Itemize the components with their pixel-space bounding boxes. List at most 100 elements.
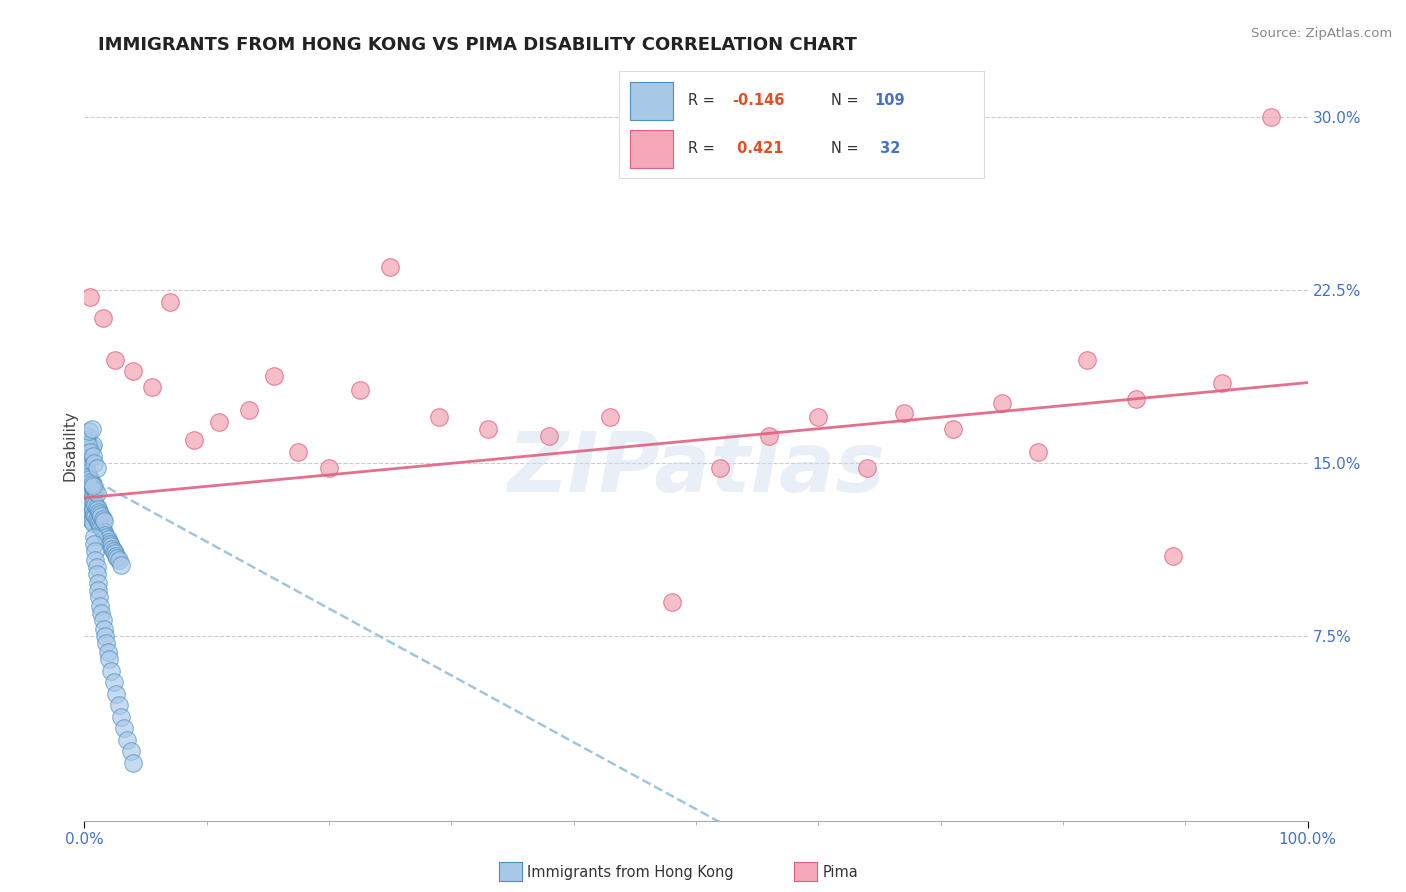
Point — [76, 466, 98, 480]
Point — [97, 645, 120, 659]
Point — [82, 477, 104, 491]
Point — [86, 486, 108, 500]
Point — [942, 422, 965, 436]
Point — [93, 514, 115, 528]
Point — [98, 537, 121, 551]
Point — [105, 549, 128, 563]
Point — [112, 722, 135, 736]
Point — [80, 479, 103, 493]
Point — [83, 537, 105, 551]
Point — [122, 364, 145, 378]
Point — [84, 483, 107, 498]
Text: R =: R = — [688, 142, 716, 156]
Point — [91, 311, 114, 326]
Point — [93, 525, 115, 540]
Y-axis label: Disability: Disability — [62, 410, 77, 482]
Point — [101, 541, 124, 556]
Text: 32: 32 — [875, 142, 900, 156]
Point — [105, 687, 128, 701]
Point — [77, 482, 100, 496]
Point — [1125, 392, 1147, 406]
Point — [87, 505, 110, 519]
Point — [76, 498, 98, 512]
Point — [89, 507, 111, 521]
Point — [77, 489, 100, 503]
Text: Immigrants from Hong Kong: Immigrants from Hong Kong — [527, 865, 734, 880]
Point — [83, 456, 105, 470]
Point — [80, 514, 103, 528]
Point — [79, 498, 101, 512]
Point — [122, 756, 145, 770]
Point — [80, 422, 103, 436]
Point — [107, 698, 129, 713]
Point — [238, 403, 260, 417]
Point — [103, 544, 125, 558]
Point — [80, 477, 103, 491]
Text: R =: R = — [688, 94, 716, 108]
Point — [87, 590, 110, 604]
Point — [91, 613, 114, 627]
Point — [75, 491, 97, 505]
Point — [427, 410, 450, 425]
Point — [77, 444, 100, 458]
Text: Pima: Pima — [823, 865, 858, 880]
Point — [80, 440, 103, 454]
Point — [87, 514, 110, 528]
Text: 0.421: 0.421 — [733, 142, 783, 156]
Point — [97, 534, 120, 549]
Point — [84, 498, 107, 512]
FancyBboxPatch shape — [630, 82, 673, 120]
Point — [91, 523, 114, 537]
Point — [77, 447, 100, 461]
Point — [77, 495, 100, 509]
Point — [141, 380, 163, 394]
Text: IMMIGRANTS FROM HONG KONG VS PIMA DISABILITY CORRELATION CHART: IMMIGRANTS FROM HONG KONG VS PIMA DISABI… — [98, 36, 858, 54]
Point — [77, 509, 100, 524]
Point — [758, 428, 780, 442]
Point — [86, 511, 108, 525]
Point — [599, 410, 621, 425]
Point — [103, 675, 125, 690]
Text: N =: N = — [831, 94, 858, 108]
Point — [82, 438, 104, 452]
Point — [83, 530, 105, 544]
Point — [82, 479, 104, 493]
Point — [110, 710, 132, 724]
Point — [77, 472, 100, 486]
Point — [709, 461, 731, 475]
Point — [97, 652, 120, 666]
Point — [84, 553, 107, 567]
Point — [287, 444, 309, 458]
Point — [79, 511, 101, 525]
Point — [79, 444, 101, 458]
Point — [75, 456, 97, 470]
Point — [84, 544, 107, 558]
Point — [208, 415, 231, 429]
Point — [89, 518, 111, 533]
Point — [87, 583, 110, 598]
Point — [82, 489, 104, 503]
Point — [991, 396, 1014, 410]
Point — [263, 368, 285, 383]
Point — [96, 530, 118, 544]
Point — [82, 516, 104, 531]
Text: ZIPatlas: ZIPatlas — [508, 428, 884, 509]
Point — [100, 539, 122, 553]
Point — [83, 482, 105, 496]
Point — [82, 450, 104, 464]
Point — [77, 424, 100, 438]
Point — [77, 470, 100, 484]
Point — [94, 528, 117, 542]
Point — [318, 461, 340, 475]
Point — [86, 461, 108, 475]
Point — [94, 629, 117, 643]
Point — [1028, 444, 1050, 458]
Point — [856, 461, 879, 475]
Point — [183, 434, 205, 448]
Point — [97, 533, 120, 547]
Point — [104, 352, 127, 367]
Point — [77, 470, 100, 484]
Point — [82, 502, 104, 516]
Point — [79, 290, 101, 304]
Point — [807, 410, 830, 425]
